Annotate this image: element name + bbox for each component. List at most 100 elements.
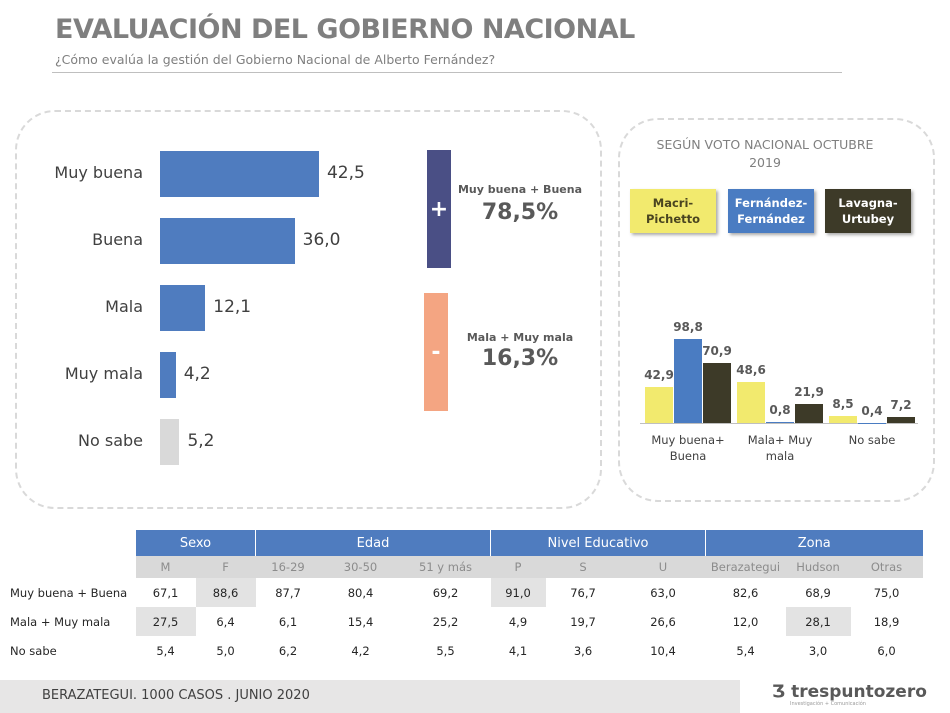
table-cell: 63,0 <box>650 585 676 600</box>
table-cell: 28,1 <box>785 607 851 636</box>
category-label: No sabe <box>848 433 896 447</box>
table-cell: 76,7 <box>570 585 596 600</box>
bar <box>887 416 915 423</box>
group-header: Nivel Educativo <box>490 530 706 556</box>
data-label: 36,0 <box>302 230 341 250</box>
negative-summary-value: 16,3% <box>481 346 559 371</box>
category-label: Mala <box>105 297 143 316</box>
table-cell: 67,1 <box>152 585 179 600</box>
group-header: Sexo <box>135 530 256 556</box>
data-label: 21,9 <box>794 385 824 400</box>
column-header: 16-29 <box>255 556 321 578</box>
corner-cell <box>10 530 136 556</box>
table-cell: 69,2 <box>432 585 459 600</box>
table-cell: 6,4 <box>216 614 235 629</box>
table-cell: 87,7 <box>275 585 301 600</box>
bar <box>829 415 857 423</box>
bar <box>160 151 319 197</box>
bar <box>160 285 206 331</box>
table-cell: 12,0 <box>732 614 759 629</box>
row-label: No sabe <box>10 643 57 658</box>
column-header: Berazategui <box>705 556 786 578</box>
bar <box>674 339 702 423</box>
group-header: Edad <box>255 530 491 556</box>
table-cell: 6,2 <box>278 643 298 658</box>
data-label: 70,9 <box>702 343 732 358</box>
table-row: Muy buena + Buena 67,1 88,6 87,7 80,4 69,2 91,… <box>10 578 923 607</box>
corner-cell <box>10 556 136 578</box>
bar <box>160 218 295 264</box>
table-row: Mala + Muy mala 27,5 6,4 6,1 15,4 25,2 4,9 19,7… <box>10 607 923 636</box>
table-cell: 18,9 <box>873 614 900 629</box>
data-label: 4,2 <box>183 364 211 384</box>
negative-summary-label: Mala + Muy mala <box>466 331 574 344</box>
data-label: 12,1 <box>213 297 252 317</box>
positive-summary-label: Muy buena + Buena <box>457 183 582 196</box>
table-cell: 5,4 <box>156 643 175 658</box>
table-cell: 75,0 <box>873 585 900 600</box>
footer-bar: BERAZATEGUI. 1000 CASOS . JUNIO 2020 <box>0 680 740 713</box>
column-header: F <box>195 556 256 578</box>
column-header: 30-50 <box>320 556 401 578</box>
data-label: 48,6 <box>736 362 766 377</box>
table-cell: 5,0 <box>216 643 235 658</box>
column-header: M <box>135 556 196 578</box>
table-cell: 6,1 <box>278 614 298 629</box>
data-label: 5,2 <box>187 431 215 451</box>
bar <box>737 381 765 423</box>
bar <box>703 362 731 423</box>
group-header: Zona <box>705 530 923 556</box>
category-label: Buena <box>92 230 143 249</box>
data-label: 42,9 <box>644 367 674 382</box>
logo-subtitle: Investigación + Comunicación <box>790 701 866 707</box>
table-cell: 82,6 <box>732 585 759 600</box>
table-cell: 5,4 <box>736 643 755 658</box>
bar <box>766 422 794 423</box>
column-header: Otras <box>850 556 923 578</box>
negative-summary-box: - <box>424 293 448 411</box>
table-cell: 5,5 <box>436 643 455 658</box>
main-chart-panel <box>15 110 602 509</box>
data-label: 8,5 <box>832 396 854 411</box>
table-cell: 6,0 <box>877 643 896 658</box>
data-label: 0,4 <box>861 403 883 418</box>
table-cell: 4,2 <box>351 643 370 658</box>
page-subtitle: ¿Cómo evalúa la gestión del Gobierno Nac… <box>55 52 496 67</box>
bar <box>160 352 176 398</box>
table-cell: 68,9 <box>805 585 831 600</box>
data-label: 42,5 <box>326 163 365 183</box>
positive-summary-value: 78,5% <box>481 200 559 225</box>
title-divider <box>52 72 842 73</box>
data-label: 98,8 <box>673 320 703 335</box>
table-cell: 26,6 <box>650 614 676 629</box>
bar <box>160 419 180 465</box>
table: Sexo Edad Nivel Educativo Zona M F 16-29 30-50 5… <box>10 530 923 665</box>
column-header: Hudson <box>785 556 851 578</box>
data-label: 7,2 <box>890 397 912 412</box>
vote-chart-panel <box>618 118 935 502</box>
category-label: Muy buena <box>54 163 143 182</box>
positive-summary-box: + <box>427 150 451 268</box>
table-cell: 27,5 <box>135 607 196 636</box>
table-cell: 25,2 <box>432 614 459 629</box>
row-label: Mala + Muy mala <box>10 614 111 629</box>
category-label: No sabe <box>78 431 143 450</box>
legend-item: Fernández- Fernández <box>728 189 814 233</box>
table-cell: 10,4 <box>650 643 676 658</box>
column-header: 51 y más <box>400 556 491 578</box>
page-title: EVALUACIÓN DEL GOBIERNO NACIONAL <box>55 14 635 45</box>
table-row: No sabe 5,4 5,0 6,2 4,2 5,5 4,1 3,6 10,4 5,4 3,0 6,… <box>10 636 923 665</box>
legend-item: Lavagna- Urtubey <box>825 189 911 233</box>
column-header: P <box>490 556 546 578</box>
table-cell: 3,6 <box>573 643 593 658</box>
table-cell: 4,1 <box>508 643 528 658</box>
table-cell: 91,0 <box>490 578 546 607</box>
data-label: 0,8 <box>769 403 791 418</box>
table-cell: 19,7 <box>570 614 596 629</box>
column-header: S <box>545 556 621 578</box>
bar <box>645 386 673 423</box>
row-label: Muy buena + Buena <box>10 585 128 600</box>
table-cell: 15,4 <box>347 614 374 629</box>
column-header: U <box>620 556 706 578</box>
brand-logo: Ʒ trespuntozero <box>772 682 927 702</box>
